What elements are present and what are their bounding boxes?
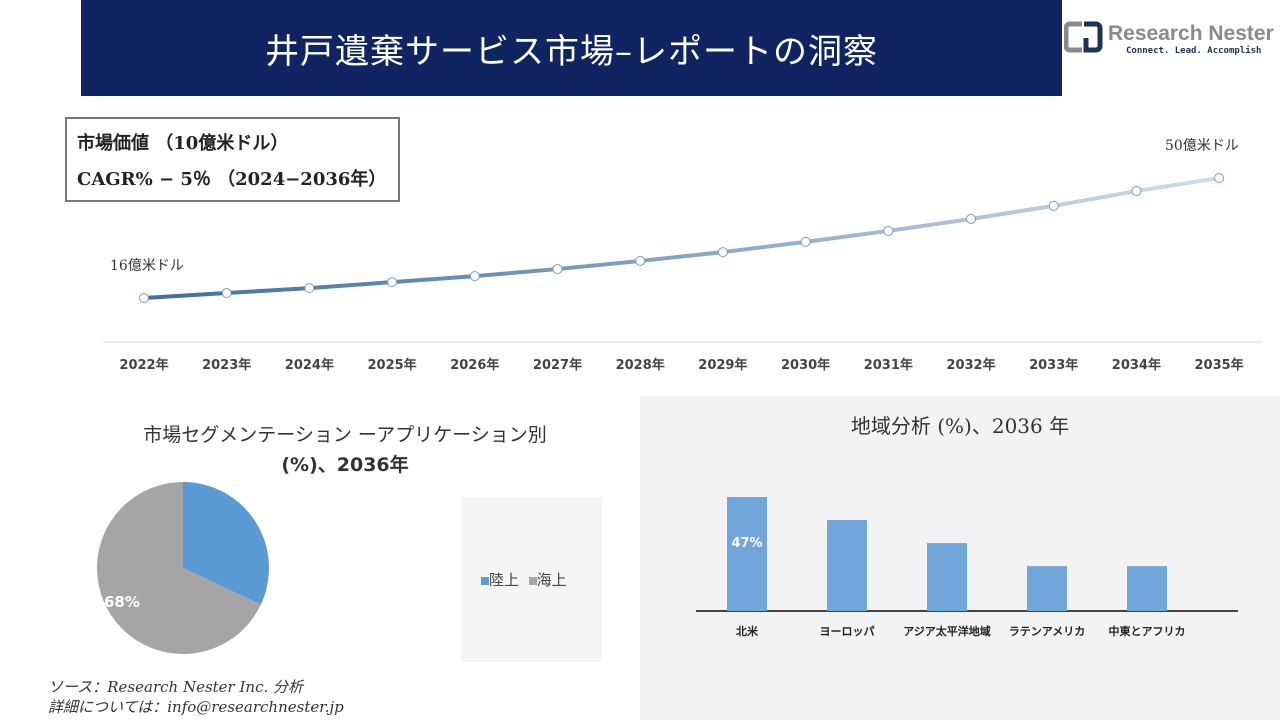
logo-tagline: Connect. Lead. Accomplish: [1126, 45, 1261, 56]
source-text: ソース：Research Nester Inc. 分析: [48, 678, 304, 696]
bar: [827, 520, 867, 611]
legend-land: 陸上: [489, 571, 520, 589]
line-point: [139, 293, 149, 303]
x-tick-label: 2025年: [367, 358, 417, 373]
bar: [927, 543, 967, 611]
line-point: [1048, 200, 1059, 211]
x-tick-label: 2030年: [781, 358, 831, 373]
x-tick-label: 2034年: [1111, 358, 1161, 373]
line-point: [221, 288, 232, 299]
line-series: [143, 176, 1220, 300]
pie-slice-sea: [97, 482, 261, 654]
x-tick-label: 2031年: [863, 358, 913, 373]
page-title: 井戸遺棄サービス市場–レポートの洞察: [81, 0, 1062, 96]
start-value-label: 16億米ドル: [110, 258, 184, 274]
line-point: [800, 236, 811, 247]
legend-sea: 海上: [536, 571, 567, 589]
market-line-chart: [103, 173, 1262, 343]
line-point: [1214, 173, 1225, 183]
contact-text: 詳細については：info@researchnester.jp: [48, 698, 344, 716]
x-tick-label: 2022年: [119, 358, 169, 373]
region-bar-chart: 北米 47% ヨーロッパ アジア太平洋地域 ラテンアメリカ 中東とアフリカ: [696, 497, 1238, 638]
line-point: [387, 277, 398, 288]
x-tick-label: 2023年: [202, 358, 252, 373]
legend-swatch-land: [481, 577, 489, 585]
line-point: [635, 255, 646, 266]
research-nester-logo: Research Nester Connect. Lead. Accomplis…: [1064, 21, 1274, 56]
line-point: [552, 264, 563, 275]
x-tick-label: 2024年: [284, 358, 334, 373]
bar-data-label: 47%: [731, 536, 762, 551]
line-point: [717, 247, 728, 258]
kpi-cagr: CAGR% − 5％ （2024−2036年）: [77, 169, 387, 190]
kpi-box: 市場価値 （10億米ドル） CAGR% − 5％ （2024−2036年）: [65, 117, 400, 202]
line-point: [469, 271, 480, 282]
x-tick-label: 2026年: [450, 358, 500, 373]
pie-label-sea: 68%: [104, 593, 140, 611]
end-value-label: 50億米ドル: [1165, 138, 1239, 154]
bar-category-label: ラテンアメリカ: [1009, 625, 1085, 638]
x-tick-label: 2032年: [946, 358, 996, 373]
bar-category-label: アジア太平洋地域: [903, 624, 991, 638]
bar: [1027, 566, 1067, 611]
line-point: [1131, 186, 1142, 197]
pie-title-line2: (%)、2036年: [281, 454, 409, 476]
x-tick-label: 2028年: [615, 358, 665, 373]
x-tick-label: 2029年: [698, 358, 748, 373]
legend-swatch-sea: [528, 577, 537, 585]
x-tick-label: 2035年: [1194, 358, 1244, 373]
line-point: [883, 225, 894, 236]
x-tick-label: 2027年: [532, 358, 583, 373]
region-title: 地域分析 (%)、2036 年: [850, 414, 1070, 438]
kpi-market-value: 市場価値 （10億米ドル）: [77, 133, 289, 154]
pie-title-line1: 市場セグメンテーション ーアプリケーション別: [143, 424, 547, 446]
bar: [727, 497, 767, 611]
pie-chart: 68%: [97, 482, 269, 654]
x-tick-label: 2033年: [1029, 358, 1079, 373]
bar-category-label: 北米: [736, 624, 759, 638]
pie-slice-land: [183, 482, 269, 605]
bar-category-label: ヨーロッパ: [820, 625, 875, 638]
bar: [1127, 566, 1167, 611]
line-point: [966, 213, 976, 224]
bar-category-label: 中東とアフリカ: [1109, 624, 1186, 638]
line-point: [304, 283, 315, 294]
logo-name: Research Nester: [1108, 22, 1274, 45]
pie-title: 市場セグメンテーション ーアプリケーション別 (%)、2036年: [100, 420, 590, 480]
pie-legend: 陸上 海上: [461, 497, 602, 662]
